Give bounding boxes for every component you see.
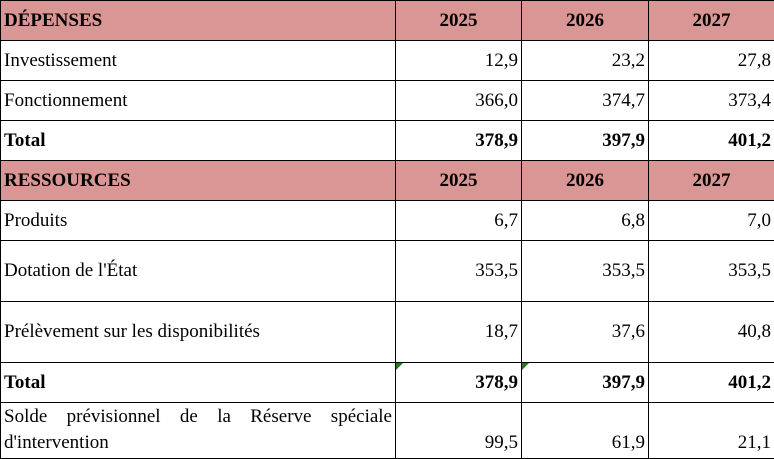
table-row: Prélèvement sur les disponibilités 18,7 … xyxy=(1,302,774,363)
cell-2026: 23,2 xyxy=(522,41,649,81)
total-label: Total xyxy=(1,363,396,403)
total-2025: 378,9 xyxy=(396,121,522,161)
row-label: Prélèvement sur les disponibilités xyxy=(1,302,396,363)
cell-2026: 374,7 xyxy=(522,81,649,121)
cell-2025: 6,7 xyxy=(396,201,522,241)
ressources-header-label: RESSOURCES xyxy=(1,161,396,201)
total-2025-cell: 378,9 xyxy=(396,363,522,403)
total-label: Total xyxy=(1,121,396,161)
total-2027: 401,2 xyxy=(649,363,774,403)
cell-2027: 40,8 xyxy=(649,302,774,363)
table-row: Produits 6,7 6,8 7,0 xyxy=(1,201,774,241)
ressources-header-row: RESSOURCES 2025 2026 2027 xyxy=(1,161,774,201)
ressources-header-year-2027: 2027 xyxy=(649,161,774,201)
cell-2025: 12,9 xyxy=(396,41,522,81)
ressources-header-year-2026: 2026 xyxy=(522,161,649,201)
cell-2027: 373,4 xyxy=(649,81,774,121)
row-label: Fonctionnement xyxy=(1,81,396,121)
total-2026-cell: 397,9 xyxy=(522,363,649,403)
depenses-header-year-2027: 2027 xyxy=(649,1,774,41)
row-label: Investissement xyxy=(1,41,396,81)
total-2026: 397,9 xyxy=(522,121,649,161)
cell-2027: 7,0 xyxy=(649,201,774,241)
row-label: Produits xyxy=(1,201,396,241)
cell-2026: 37,6 xyxy=(522,302,649,363)
cell-2026: 6,8 xyxy=(522,201,649,241)
solde-2025: 99,5 xyxy=(396,403,522,459)
cell-2025: 353,5 xyxy=(396,241,522,302)
cell-2025: 18,7 xyxy=(396,302,522,363)
depenses-total-row: Total 378,9 397,9 401,2 xyxy=(1,121,774,161)
total-2027: 401,2 xyxy=(649,121,774,161)
depenses-header-year-2025: 2025 xyxy=(396,1,522,41)
depenses-header-label: DÉPENSES xyxy=(1,1,396,41)
depenses-header-row: DÉPENSES 2025 2026 2027 xyxy=(1,1,774,41)
table-row: Fonctionnement 366,0 374,7 373,4 xyxy=(1,81,774,121)
cell-2025: 366,0 xyxy=(396,81,522,121)
total-2025: 378,9 xyxy=(475,372,518,393)
comment-marker-icon xyxy=(522,363,529,370)
ressources-total-row: Total 378,9 397,9 401,2 xyxy=(1,363,774,403)
cell-2027: 27,8 xyxy=(649,41,774,81)
row-label: Dotation de l'État xyxy=(1,241,396,302)
cell-2026: 353,5 xyxy=(522,241,649,302)
ressources-header-year-2025: 2025 xyxy=(396,161,522,201)
total-2026: 397,9 xyxy=(602,372,645,393)
solde-2027: 21,1 xyxy=(649,403,774,459)
solde-label: Solde prévisionnel de la Réserve spécial… xyxy=(1,403,396,459)
solde-2026: 61,9 xyxy=(522,403,649,459)
table-row: Dotation de l'État 353,5 353,5 353,5 xyxy=(1,241,774,302)
cell-2027: 353,5 xyxy=(649,241,774,302)
depenses-header-year-2026: 2026 xyxy=(522,1,649,41)
table-row: Investissement 12,9 23,2 27,8 xyxy=(1,41,774,81)
comment-marker-icon xyxy=(396,363,403,370)
solde-row: Solde prévisionnel de la Réserve spécial… xyxy=(1,403,774,459)
